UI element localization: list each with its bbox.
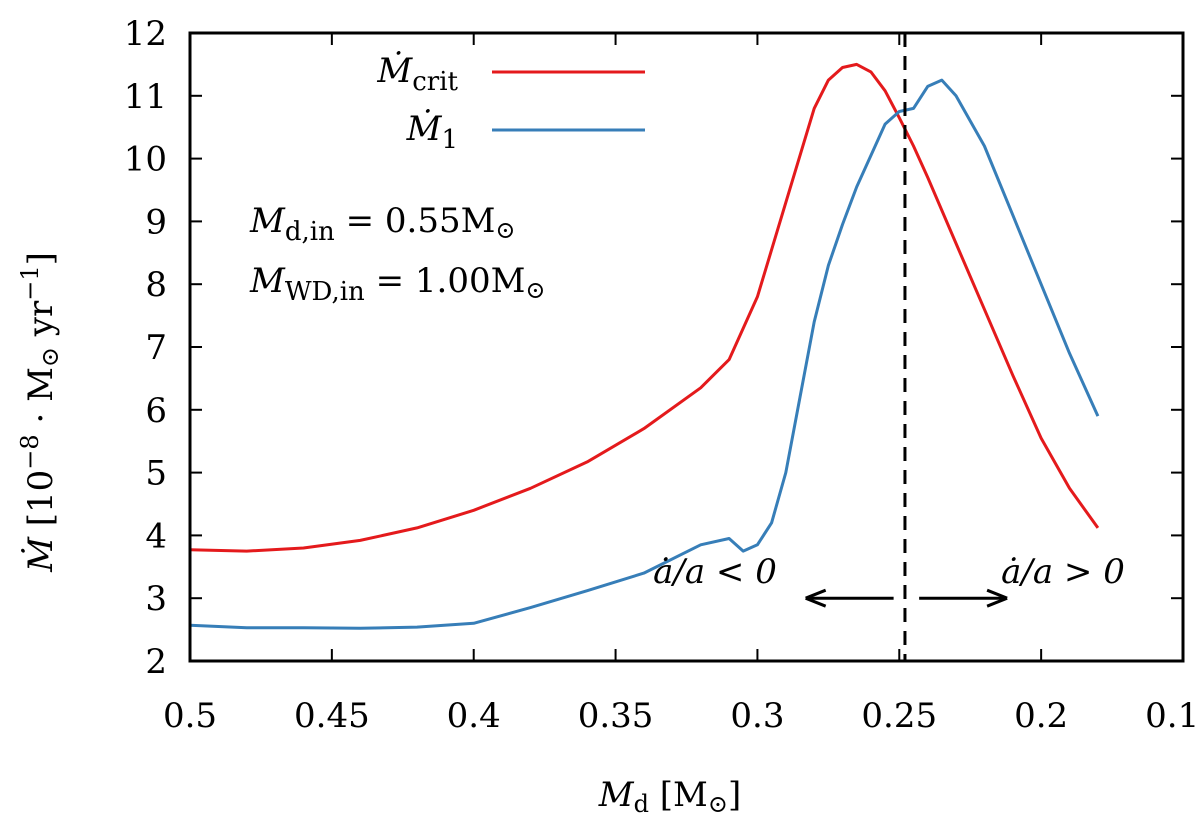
y-tick-label: 10 [124,140,167,180]
x-axis-label: Md [M⊙] [598,775,741,818]
arrow-right [919,588,1008,608]
y-tick-label: 11 [124,77,167,117]
y-tick-label: 5 [145,454,167,494]
annotation-shrinking-orbit: ȧ/a < 0 [653,552,777,592]
arrow-left [805,588,894,608]
series-lines [189,62,1100,630]
series-line-mdot-crit [189,62,1100,553]
x-tick-label: 0.2 [1014,696,1068,736]
series-line-mdot-1 [189,78,1100,630]
parameter-box: Md,in = 0.55M⊙ MWD,in = 1.00M⊙ [249,201,546,307]
annotation-widening-orbit: ȧ/a > 0 [1001,552,1125,592]
legend-label-mdot-1: Ṁ1 [406,109,458,155]
y-tick-label: 3 [145,579,167,619]
y-tick-label: 2 [145,642,167,682]
y-tick-label: 8 [145,265,167,305]
y-tick-label: 4 [145,516,167,556]
x-tick-labels: 0.5 0.45 0.4 0.35 0.3 0.25 0.2 0.15 [163,696,1200,736]
y-tick-label: 12 [124,14,167,54]
param-donor-mass: Md,in = 0.55M⊙ [249,201,516,247]
arrows-group [805,588,1008,608]
param-wd-mass: MWD,in = 1.00M⊙ [249,261,546,307]
y-tick-label: 9 [145,202,167,242]
y-tick-label: 6 [145,391,167,431]
x-tick-label: 0.25 [861,696,937,736]
x-tick-label: 0.15 [1145,696,1200,736]
y-tick-labels: 2 3 4 5 6 7 8 9 10 11 12 [124,14,167,682]
x-tick-label: 0.35 [578,696,654,736]
y-tick-label: 7 [145,328,167,368]
x-tick-label: 0.3 [730,696,784,736]
x-tick-label: 0.45 [294,696,370,736]
x-tick-label: 0.5 [163,696,217,736]
legend: Ṁcrit Ṁ1 [376,51,645,155]
ticks-group [189,32,1184,662]
legend-label-mdot-crit: Ṁcrit [376,51,458,97]
x-tick-label: 0.4 [447,696,501,736]
y-axis-label: Ṁ [10−8 · M⊙ yr−1] [16,252,64,573]
